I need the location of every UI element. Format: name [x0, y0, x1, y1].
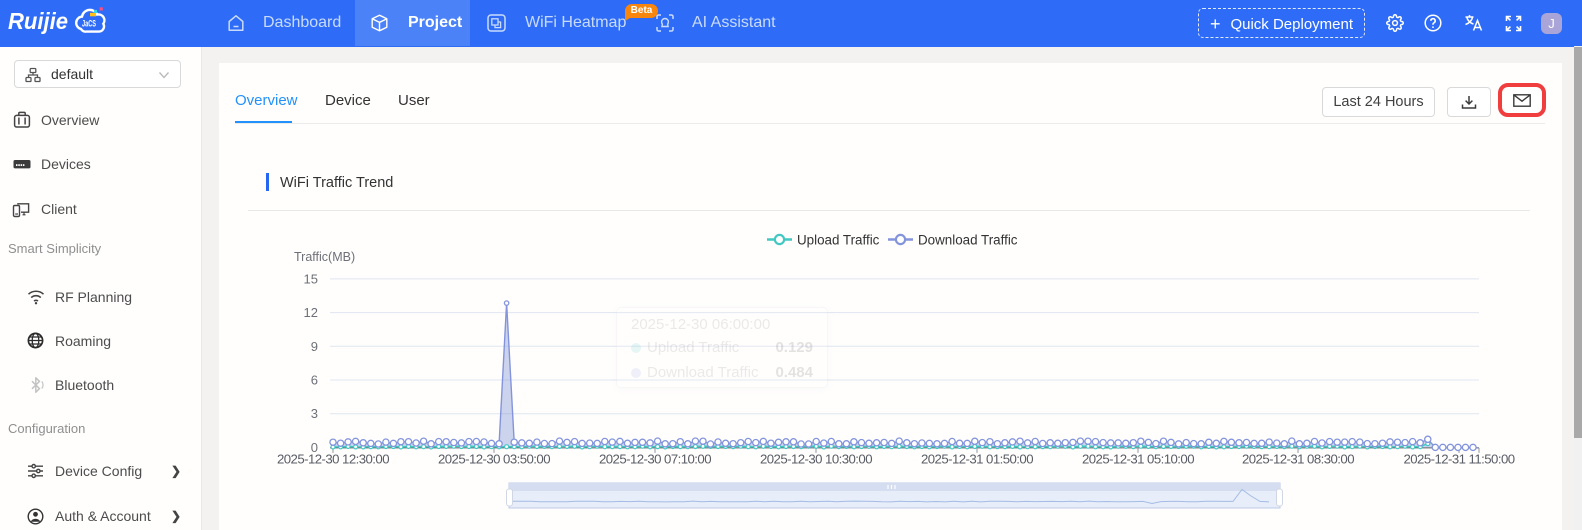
svg-text:2025-12-30 12:30:00: 2025-12-30 12:30:00	[277, 452, 389, 467]
svg-text:3: 3	[311, 406, 318, 421]
svg-text:6: 6	[311, 373, 318, 388]
svg-text:2025-12-30 10:30:00: 2025-12-30 10:30:00	[760, 452, 872, 467]
svg-text:9: 9	[311, 339, 318, 354]
svg-text:15: 15	[304, 271, 318, 286]
svg-text:2025-12-30 07:10:00: 2025-12-30 07:10:00	[599, 452, 711, 467]
svg-text:Traffic(MB): Traffic(MB)	[294, 250, 355, 264]
svg-text:2025-12-31 05:10:00: 2025-12-31 05:10:00	[1082, 452, 1194, 467]
svg-text:2025-12-30 03:50:00: 2025-12-30 03:50:00	[438, 452, 550, 467]
svg-text:Ruijie: Ruijie	[8, 8, 68, 34]
svg-text:Download Traffic: Download Traffic	[918, 233, 1018, 248]
svg-text:2025-12-31 11:50:00: 2025-12-31 11:50:00	[1403, 452, 1514, 467]
svg-text:2025-12-31 01:50:00: 2025-12-31 01:50:00	[921, 452, 1033, 467]
svg-text:Upload Traffic: Upload Traffic	[797, 233, 880, 248]
svg-text:2025-12-31 08:30:00: 2025-12-31 08:30:00	[1242, 452, 1354, 467]
svg-text:12: 12	[304, 305, 318, 320]
svg-text:JaCS: JaCS	[82, 19, 96, 29]
svg-text:0: 0	[311, 440, 318, 455]
